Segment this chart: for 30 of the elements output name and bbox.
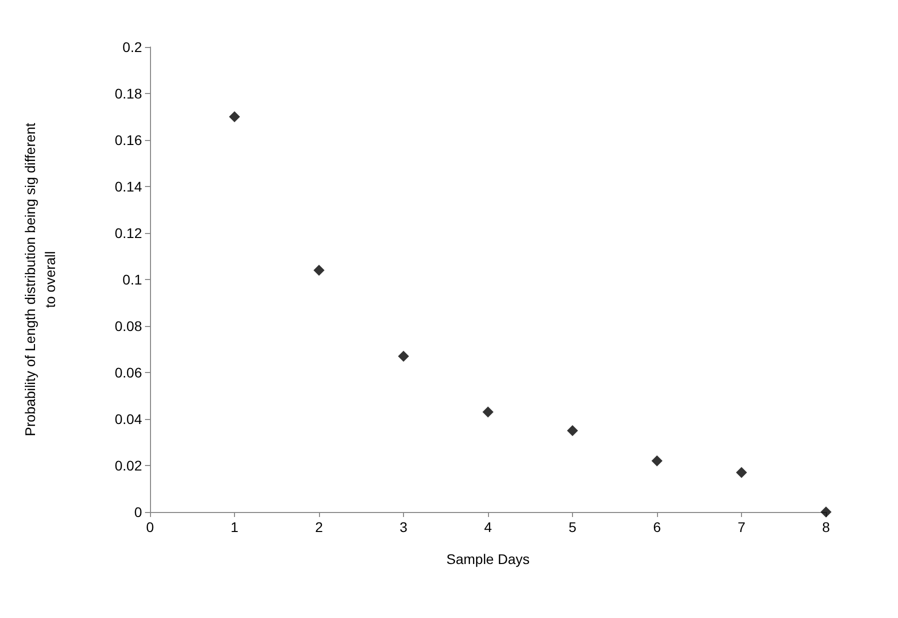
x-axis-title: Sample Days bbox=[446, 551, 530, 567]
y-tick-label: 0.16 bbox=[114, 132, 142, 148]
x-tick-label: 6 bbox=[653, 519, 662, 535]
point bbox=[314, 264, 324, 276]
y-axis-title: Probability of Length distribution being sig different to overall bbox=[22, 122, 58, 436]
y-tick-label: 0.12 bbox=[114, 225, 142, 241]
point bbox=[398, 350, 409, 362]
y-tick-label: 0.02 bbox=[114, 458, 142, 474]
point bbox=[652, 455, 662, 466]
x-tick-label: 7 bbox=[738, 519, 746, 535]
y-tick-label: 0.14 bbox=[114, 178, 142, 194]
y-tick-label: 0.1 bbox=[122, 272, 142, 288]
point bbox=[229, 111, 240, 122]
x-tick-label: 8 bbox=[822, 519, 830, 535]
x-tick-label: 1 bbox=[230, 519, 239, 535]
point bbox=[820, 506, 832, 518]
y-tick-label: 0.04 bbox=[114, 411, 142, 427]
point bbox=[736, 466, 747, 478]
point bbox=[567, 425, 578, 436]
y-tick-label: 0.18 bbox=[114, 86, 142, 102]
y-tick-label: 0.08 bbox=[114, 318, 142, 334]
x-tick-label: 4 bbox=[484, 519, 492, 535]
y-tick-label: 0 bbox=[134, 504, 142, 520]
x-tick-label: 2 bbox=[315, 519, 324, 535]
x-tick-label: 0 bbox=[146, 519, 154, 535]
x-tick-label: 3 bbox=[400, 519, 408, 535]
y-tick-label: 0.2 bbox=[122, 39, 142, 55]
point bbox=[482, 406, 494, 418]
x-tick-label: 5 bbox=[568, 519, 577, 535]
y-tick-label: 0.06 bbox=[114, 364, 142, 380]
